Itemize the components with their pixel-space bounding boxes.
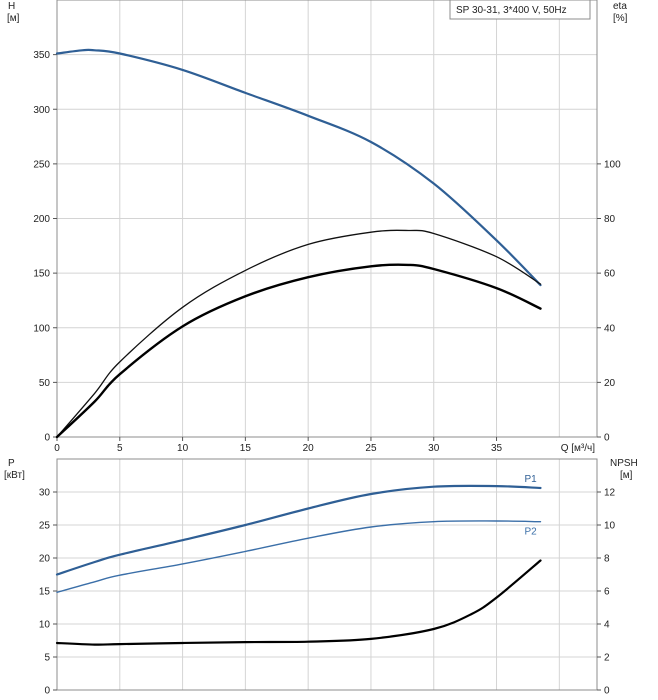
y-right-axis-label: eta [613, 1, 627, 12]
y-left-tick-label: 20 [39, 554, 51, 565]
plot-frame-bottom [56, 458, 598, 691]
series-line-p2 [56, 520, 542, 593]
x-tick-label: 0 [54, 443, 60, 454]
series-line-npsh [55, 559, 542, 646]
series-line-eta-total [55, 263, 542, 439]
legend-box-text: SP 30-31, 3*400 V, 50Hz [456, 5, 567, 16]
x-tick-label: 20 [303, 443, 315, 454]
y-left-tick-label: 0 [44, 686, 50, 697]
y-right-tick-label: 6 [604, 587, 610, 598]
y-left-tick-label: 200 [33, 214, 50, 225]
y-left-tick-label: 5 [44, 653, 50, 664]
y-right-tick-label: 0 [604, 433, 610, 444]
legend-box [449, 0, 591, 20]
x-tick-label: 5 [117, 443, 123, 454]
x-axis-label: Q [м³/ч] [561, 443, 596, 454]
x-tick-label: 30 [428, 443, 440, 454]
y-right-tick-label: 4 [604, 620, 610, 631]
y-left-tick-label: 150 [33, 269, 50, 280]
series-line-p1 [55, 484, 542, 576]
y-left-tick-label: 100 [33, 323, 50, 334]
y-left-tick-label: 30 [39, 488, 51, 499]
y-left-tick-label: 50 [39, 378, 51, 389]
y-right-axis-label: NPSH [610, 458, 638, 469]
y-right-tick-label: 12 [604, 488, 616, 499]
y-left-axis-unit: [кВт] [4, 470, 25, 481]
y-right-axis-unit: [%] [613, 13, 628, 24]
y-left-tick-label: 15 [39, 587, 51, 598]
y-right-tick-label: 20 [604, 378, 616, 389]
y-right-tick-label: 8 [604, 554, 610, 565]
y-right-tick-label: 2 [604, 653, 610, 664]
y-left-tick-label: 350 [33, 50, 50, 61]
y-left-tick-label: 0 [44, 433, 50, 444]
y-right-tick-label: 100 [604, 159, 621, 170]
series-label-p1: P1 [524, 474, 537, 485]
x-tick-label: 10 [177, 443, 189, 454]
y-left-tick-label: 300 [33, 105, 50, 116]
y-right-tick-label: 40 [604, 323, 616, 334]
y-left-tick-label: 10 [39, 620, 51, 631]
y-left-axis-label: H [8, 1, 15, 12]
y-right-tick-label: 10 [604, 521, 616, 532]
series-label-p2: P2 [524, 527, 537, 538]
x-tick-label: 15 [240, 443, 252, 454]
y-right-tick-label: 80 [604, 214, 616, 225]
series-line-head [55, 48, 542, 287]
y-right-axis-unit: [м] [620, 470, 633, 481]
y-right-tick-label: 60 [604, 269, 616, 280]
x-tick-label: 35 [491, 443, 503, 454]
y-left-axis-unit: [м] [7, 13, 20, 24]
series-line-eta-pump [56, 229, 542, 438]
y-right-tick-label: 0 [604, 686, 610, 697]
y-left-tick-label: 250 [33, 159, 50, 170]
x-tick-label: 25 [365, 443, 377, 454]
y-left-tick-label: 25 [39, 521, 51, 532]
y-left-axis-label: P [8, 458, 15, 469]
